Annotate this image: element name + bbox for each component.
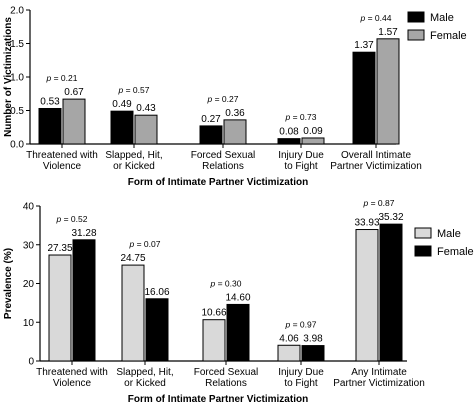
bar-value-label: 1.37: [354, 40, 374, 51]
legend-label-female: Female: [430, 30, 467, 42]
bar-male: [110, 110, 134, 145]
bar-value-label: 0.09: [303, 126, 323, 137]
p-value-label: p = 0.57: [118, 85, 150, 95]
bar-value-label: 27.35: [47, 243, 72, 254]
p-value-label: p = 0.52: [56, 214, 88, 224]
x-tick-label: Injury Due: [278, 150, 324, 161]
bar-female: [301, 137, 325, 145]
bar-female: [145, 298, 169, 362]
x-tick-label: Threatened with: [26, 150, 98, 161]
y-tick-label: 40: [23, 202, 35, 213]
p-value-label: p = 0.07: [129, 239, 161, 249]
legend-label-male: Male: [430, 12, 454, 24]
bar-value-label: 0.08: [279, 127, 299, 138]
p-value-label: p = 0.87: [363, 198, 395, 208]
legend-swatch-male: [407, 11, 425, 23]
y-axis-label: Prevalence (%): [3, 248, 14, 319]
legend-label-male: Male: [437, 228, 461, 240]
x-tick-label: to Fight: [284, 161, 318, 172]
x-axis-label: Form of Intimate Partner Victimization: [128, 177, 308, 188]
bar-female: [301, 345, 325, 362]
bar-value-label: 14.60: [225, 292, 250, 303]
bar-value-label: 35.32: [378, 212, 403, 223]
x-tick-label: Forced Sexual: [194, 367, 258, 378]
y-tick-label: 10: [23, 318, 35, 329]
bar-male: [38, 107, 62, 145]
bar-value-label: 0.27: [201, 114, 221, 125]
p-value-label: p = 0.97: [285, 319, 317, 329]
y-tick-label: 1.0: [10, 73, 24, 84]
legend-swatch-female: [407, 29, 425, 41]
y-tick-label: 20: [23, 279, 35, 290]
bar-male: [352, 51, 376, 145]
legend-label-female: Female: [437, 246, 474, 258]
bar-value-label: 0.43: [136, 103, 156, 114]
p-value-label: p = 0.44: [360, 13, 392, 23]
y-tick-label: 0: [28, 357, 34, 368]
p-value-label: p = 0.73: [285, 112, 317, 122]
bar-value-label: 24.75: [120, 253, 145, 264]
bar-value-label: 3.98: [303, 334, 323, 345]
x-tick-label: Relations: [202, 161, 244, 172]
bar-male: [355, 229, 379, 362]
bar-female: [134, 114, 158, 145]
p-value-label: p = 0.21: [46, 73, 78, 83]
bar-value-label: 0.53: [40, 96, 60, 107]
legend-swatch-male: [414, 227, 432, 239]
bar-female: [223, 119, 247, 145]
x-tick-label: Violence: [53, 378, 92, 389]
bar-value-label: 10.66: [201, 308, 226, 319]
legend-swatch-female: [414, 245, 432, 257]
x-tick-label: or Kicked: [124, 378, 166, 389]
y-tick-label: 0.0: [10, 140, 24, 151]
x-tick-label: Relations: [205, 378, 247, 389]
bar-value-label: 31.28: [71, 228, 96, 239]
bar-value-label: 4.06: [279, 333, 299, 344]
bar-female: [376, 38, 400, 145]
bar-male: [277, 344, 301, 362]
bar-male: [121, 264, 145, 362]
x-tick-label: Any Intimate: [351, 367, 407, 378]
x-tick-label: or Kicked: [113, 161, 155, 172]
bar-value-label: 33.93: [354, 218, 379, 229]
y-tick-label: 1.5: [10, 39, 24, 50]
y-tick-label: 0.5: [10, 106, 24, 117]
x-tick-label: Overall Intimate: [341, 150, 411, 161]
bar-male: [199, 125, 223, 145]
bar-male: [277, 138, 301, 145]
x-tick-label: Partner Victimization: [330, 161, 422, 172]
bar-female: [226, 303, 250, 362]
bar-female: [379, 223, 403, 362]
victimization-prevalence-chart: 0 10 20 30 40 Prevalence (%) Form of Intimate …: [3, 198, 474, 402]
y-tick-label: 30: [23, 240, 35, 251]
bar-male: [48, 254, 72, 362]
x-tick-label: Violence: [43, 161, 82, 172]
bar-female: [72, 239, 96, 362]
p-value-label: p = 0.27: [207, 94, 239, 104]
bar-value-label: 0.67: [64, 87, 84, 98]
x-tick-label: Partner Victimization: [333, 378, 425, 389]
x-tick-label: Slapped, Hit,: [116, 367, 173, 378]
x-axis-label: Form of Intimate Partner Victimization: [128, 394, 308, 402]
bar-value-label: 0.49: [112, 99, 132, 110]
x-tick-label: Slapped, Hit,: [105, 150, 162, 161]
y-axis-label: Number of Victimizations: [3, 17, 14, 137]
x-tick-label: Injury Due: [278, 367, 324, 378]
bar-value-label: 1.57: [378, 27, 398, 38]
x-tick-label: Threatened with: [36, 367, 108, 378]
y-tick-label: 2.0: [10, 6, 24, 17]
bar-female: [62, 98, 86, 145]
bar-value-label: 0.36: [225, 108, 245, 119]
bar-male: [202, 319, 226, 362]
bar-value-label: 16.06: [144, 287, 169, 298]
x-tick-label: Forced Sexual: [191, 150, 255, 161]
x-tick-label: to Fight: [284, 378, 318, 389]
p-value-label: p = 0.30: [210, 278, 242, 288]
